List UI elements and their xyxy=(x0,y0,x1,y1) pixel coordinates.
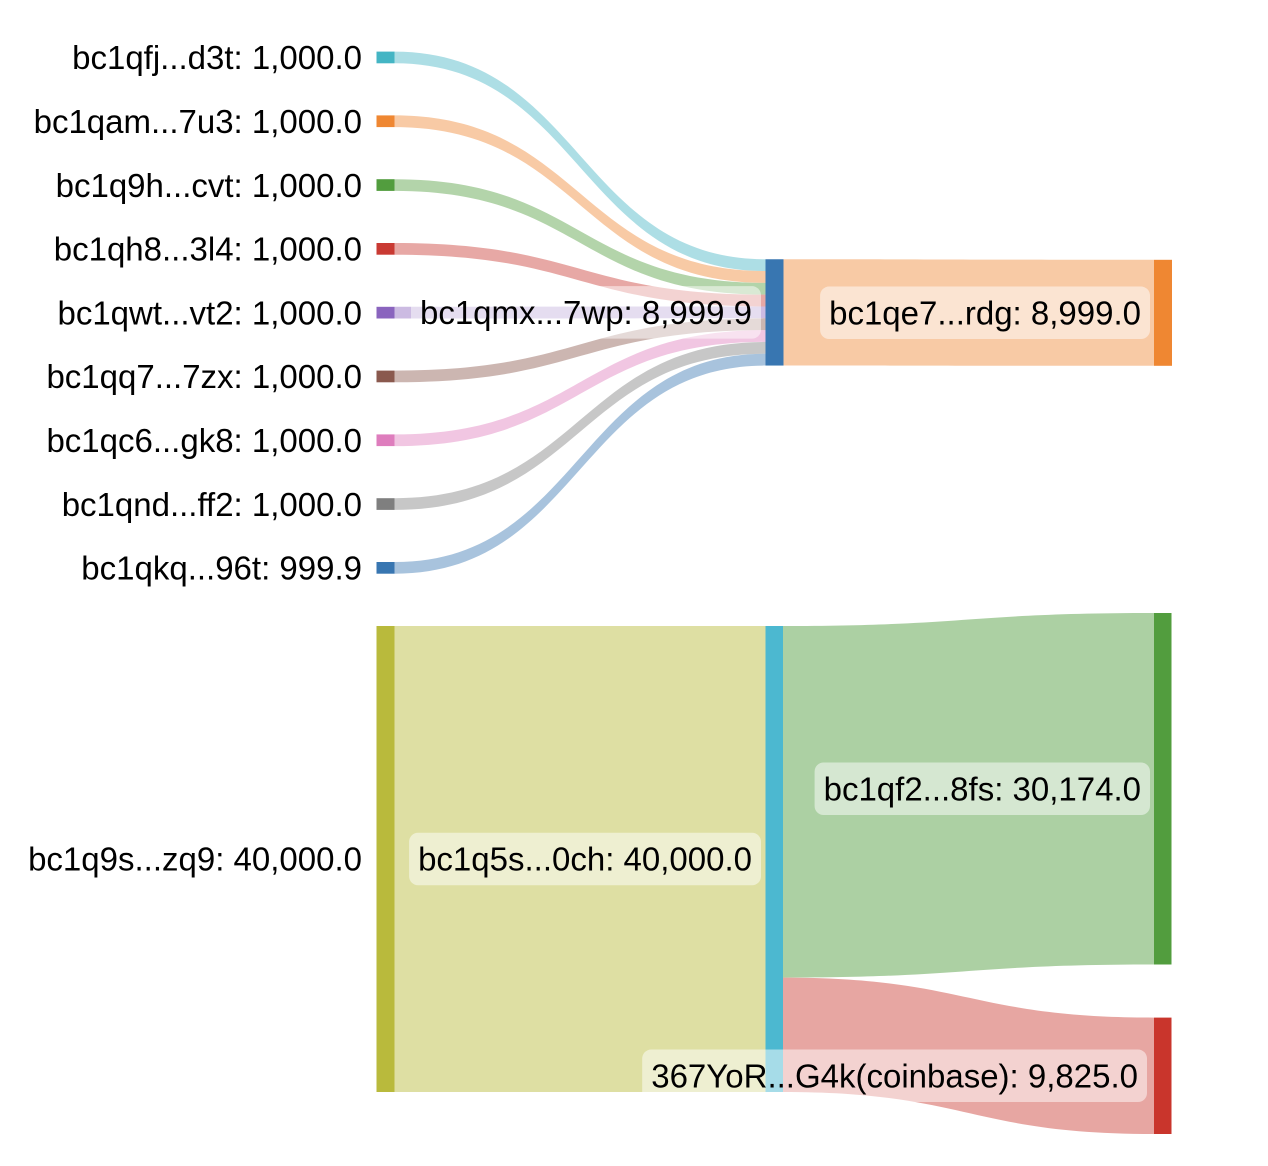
svg-text:bc1q9s...zq9: 40,000.0: bc1q9s...zq9: 40,000.0 xyxy=(28,841,362,878)
svg-text:bc1qc6...gk8: 1,000.0: bc1qc6...gk8: 1,000.0 xyxy=(46,422,362,459)
svg-text:bc1qmx...7wp: 8,999.9: bc1qmx...7wp: 8,999.9 xyxy=(420,294,752,331)
svg-text:bc1qq7...7zx: 1,000.0: bc1qq7...7zx: 1,000.0 xyxy=(46,358,362,395)
svg-text:bc1q9h...cvt: 1,000.0: bc1q9h...cvt: 1,000.0 xyxy=(56,167,362,204)
svg-text:bc1qkq...96t: 999.9: bc1qkq...96t: 999.9 xyxy=(81,550,362,587)
svg-text:bc1q5s...0ch: 40,000.0: bc1q5s...0ch: 40,000.0 xyxy=(418,841,752,878)
svg-text:bc1qnd...ff2: 1,000.0: bc1qnd...ff2: 1,000.0 xyxy=(62,486,362,523)
svg-text:bc1qf2...8fs: 30,174.0: bc1qf2...8fs: 30,174.0 xyxy=(824,771,1141,808)
svg-text:bc1qe7...rdg: 8,999.0: bc1qe7...rdg: 8,999.0 xyxy=(829,295,1141,332)
svg-text:367YoR...G4k(coinbase): 9,825.: 367YoR...G4k(coinbase): 9,825.0 xyxy=(651,1058,1138,1095)
svg-text:bc1qfj...d3t: 1,000.0: bc1qfj...d3t: 1,000.0 xyxy=(72,39,362,76)
svg-text:bc1qwt...vt2: 1,000.0: bc1qwt...vt2: 1,000.0 xyxy=(57,294,362,331)
svg-text:bc1qam...7u3: 1,000.0: bc1qam...7u3: 1,000.0 xyxy=(34,103,362,140)
svg-text:bc1qh8...3l4: 1,000.0: bc1qh8...3l4: 1,000.0 xyxy=(54,231,362,268)
